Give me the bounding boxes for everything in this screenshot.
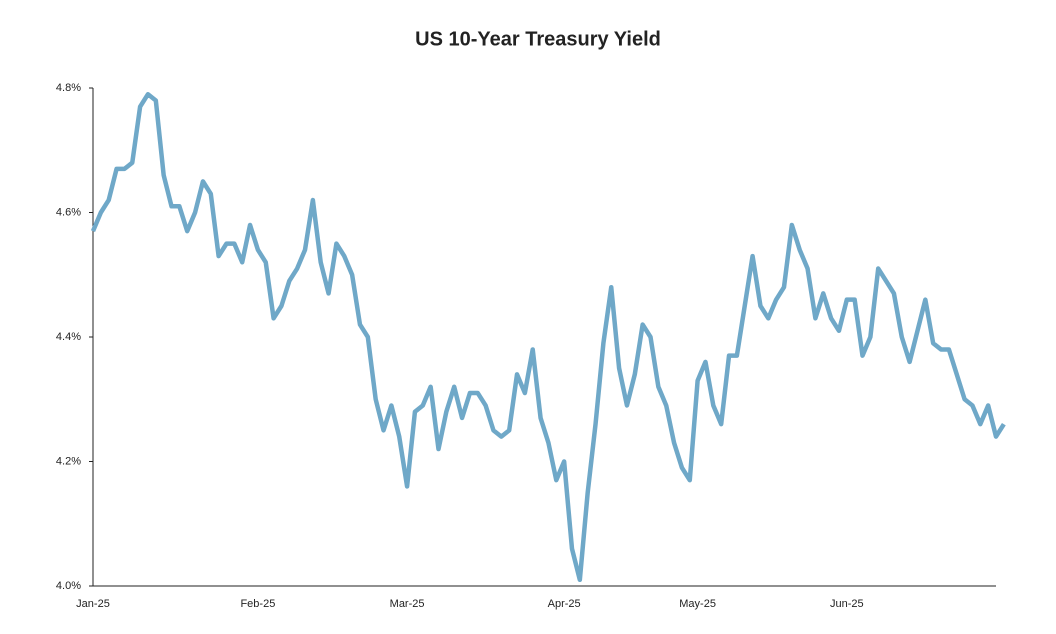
y-tick-label: 4.2%: [56, 455, 81, 467]
x-tick-label: May-25: [679, 598, 716, 610]
x-tick-label: Apr-25: [548, 598, 581, 610]
y-tick-label: 4.4%: [56, 331, 81, 343]
x-tick-label: Jun-25: [830, 598, 864, 610]
chart-title: US 10-Year Treasury Yield: [415, 28, 661, 50]
x-tick-label: Feb-25: [240, 598, 275, 610]
x-tick-label: Mar-25: [390, 598, 425, 610]
line: [90, 91, 1006, 583]
y-tick-label: 4.0%: [56, 580, 81, 592]
y-tick-label: 4.8%: [56, 82, 81, 94]
x-tick-label: Jan-25: [76, 598, 110, 610]
y-tick-label: 4.6%: [56, 206, 81, 218]
